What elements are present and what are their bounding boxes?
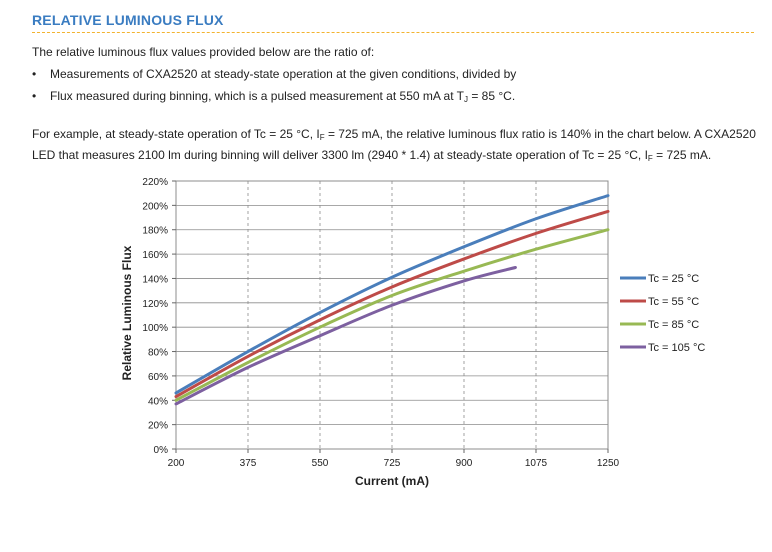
y-tick-label: 120% <box>142 299 168 310</box>
bullet-text-2-sub: J <box>464 95 468 104</box>
x-tick-label: 900 <box>456 458 473 469</box>
y-tick-label: 180% <box>142 226 168 237</box>
legend-label-3: Tc = 85 °C <box>648 319 699 331</box>
y-tick-label: 220% <box>142 177 168 188</box>
legend-label-4: Tc = 105 °C <box>648 342 705 354</box>
x-tick-label: 200 <box>168 458 185 469</box>
example-line-1-b: = 725 mA, the relative luminous flux rat… <box>324 127 756 141</box>
legend-label-1: Tc = 25 °C <box>648 273 699 285</box>
y-tick-label: 20% <box>148 421 168 432</box>
bullet-text-1: Measurements of CXA2520 at steady-state … <box>50 67 517 81</box>
bullet-text-2-prefix: Flux measured during binning, which is a… <box>50 89 464 103</box>
bullet-icon: • <box>32 89 37 103</box>
y-tick-label: 200% <box>142 201 168 212</box>
x-axis-label: Current (mA) <box>355 474 429 488</box>
bullet-item-1: • Measurements of CXA2520 at steady-stat… <box>32 66 517 82</box>
example-line-2: LED that measures 2100 lm during binning… <box>32 147 711 167</box>
y-tick-label: 100% <box>142 323 168 334</box>
section-title: RELATIVE LUMINOUS FLUX <box>32 12 224 28</box>
y-tick-label: 160% <box>142 250 168 261</box>
y-axis-label: Relative Luminous Flux <box>120 245 134 380</box>
example-line-2-b: = 725 mA. <box>652 148 712 162</box>
example-line-2-sub: F <box>647 154 653 163</box>
x-tick-label: 1250 <box>597 458 620 469</box>
y-tick-label: 80% <box>148 348 168 359</box>
example-line-2-a: LED that measures 2100 lm during binning… <box>32 148 648 162</box>
bullet-icon: • <box>32 67 37 81</box>
series-line-4 <box>174 265 517 406</box>
example-line-1-a: For example, at steady-state operation o… <box>32 127 320 141</box>
y-tick-label: 60% <box>148 372 168 383</box>
x-tick-label: 375 <box>240 458 257 469</box>
series-line-1 <box>174 194 610 395</box>
series-line-2 <box>174 209 610 399</box>
bullet-text-2-suffix: = 85 °C. <box>468 89 516 103</box>
example-line-1-sub: F <box>319 133 325 142</box>
bullet-item-2: • Flux measured during binning, which is… <box>32 88 516 108</box>
x-tick-label: 550 <box>312 458 329 469</box>
y-tick-label: 0% <box>154 445 169 456</box>
y-tick-label: 140% <box>142 274 168 285</box>
x-tick-label: 1075 <box>525 458 548 469</box>
x-tick-label: 725 <box>384 458 401 469</box>
series-line-3 <box>174 228 610 402</box>
y-tick-label: 40% <box>148 396 168 407</box>
example-line-1: For example, at steady-state operation o… <box>32 126 756 146</box>
title-divider <box>32 32 754 33</box>
legend-label-2: Tc = 55 °C <box>648 296 699 308</box>
intro-text: The relative luminous flux values provid… <box>32 45 375 59</box>
